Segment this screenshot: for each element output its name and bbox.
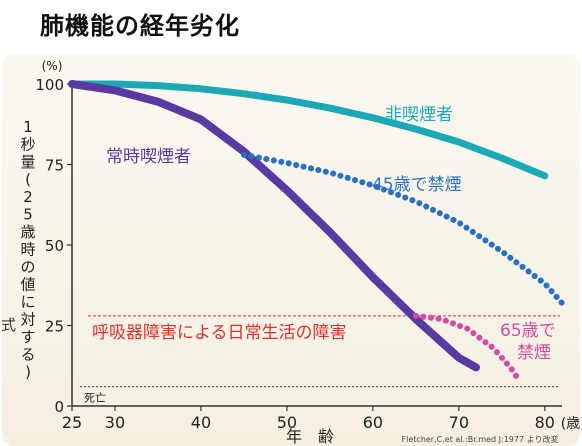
series-line-smoker [68, 80, 480, 372]
x-tick-label: 30 [105, 413, 125, 432]
x-tick-label: 40 [191, 413, 211, 432]
series-line-quit65 [412, 312, 522, 384]
x-tick-label: 60 [363, 413, 383, 432]
reference-label-death: 死亡 [84, 391, 106, 405]
y-tick-label: 75 [45, 157, 64, 175]
side-fragment-text: 式 [1, 316, 16, 334]
x-tick-label: 25 [62, 413, 82, 432]
series-label-nonsmoker: 非喫煙者 [385, 105, 453, 125]
y-unit-label: (%) [42, 59, 63, 73]
x-unit-label: (歳) [561, 416, 582, 432]
series-label-quit65-line2: 禁煙 [517, 343, 551, 363]
chart-panel [2, 54, 580, 446]
y-tick-label: 25 [45, 318, 64, 336]
y-tick-label: 50 [45, 237, 64, 255]
series-line-quit45 [240, 151, 565, 306]
x-axis-title: 年 齢 [286, 427, 334, 446]
x-tick-label: 80 [535, 413, 555, 432]
reference-label-disability: 呼吸器障害による日常生活の障害 [92, 323, 347, 343]
series-line-nonsmoker [68, 80, 549, 180]
series-label-smoker: 常時喫煙者 [106, 147, 191, 167]
x-tick-label: 50 [277, 413, 297, 432]
y-tick-label: 0 [54, 398, 64, 416]
y-tick-label: 100 [35, 76, 64, 94]
series-label-quit65-line1: 65歳で [500, 321, 556, 341]
y-axis-title: 1 秒量(2 5 歳時の値に対する) [20, 118, 35, 381]
series-label-quit45: 45歳で禁煙 [372, 175, 462, 195]
source-note: Fletcher,C.et al.:Br.med J:1977 より改変 [402, 434, 559, 444]
page-title: 肺機能の経年劣化 [40, 12, 240, 40]
x-tick-label: 70 [449, 413, 469, 432]
